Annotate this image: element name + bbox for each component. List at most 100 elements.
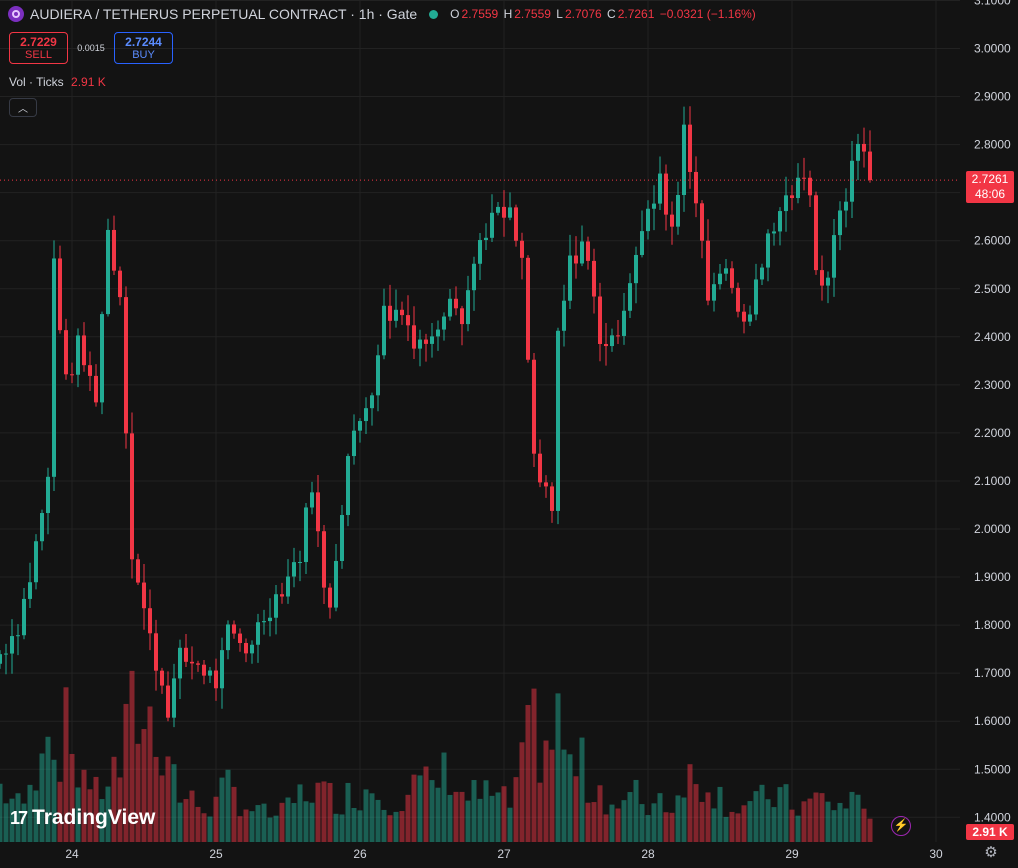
- candle: [844, 188, 848, 228]
- y-tick-label: 1.8000: [974, 618, 1011, 632]
- spread-value: 0.0015: [77, 43, 105, 53]
- candle: [310, 481, 314, 515]
- volume-bar: [303, 801, 309, 842]
- candle: [382, 288, 386, 360]
- candle: [292, 547, 296, 588]
- volume-bar: [249, 811, 255, 842]
- volume-bar: [711, 808, 717, 842]
- candle-body: [22, 598, 26, 636]
- candle-body: [388, 305, 392, 321]
- volume-bar: [207, 816, 213, 842]
- volume-bar: [531, 688, 537, 842]
- candle-body: [706, 240, 710, 301]
- candle-body: [718, 273, 722, 285]
- candle-body: [124, 297, 128, 434]
- candle-body: [310, 492, 314, 508]
- candle-body: [244, 643, 248, 654]
- volume-bar: [423, 766, 429, 842]
- sell-button[interactable]: 2.7229 SELL: [9, 32, 68, 64]
- candle-body: [298, 562, 302, 564]
- candle-body: [142, 582, 146, 609]
- candle-body: [472, 263, 476, 291]
- volume-bar: [861, 808, 867, 842]
- volume-bar: [447, 794, 453, 842]
- volume-bar: [219, 777, 225, 842]
- candle: [214, 658, 218, 701]
- tradingview-logo[interactable]: 17 TradingView: [10, 806, 155, 830]
- buy-button[interactable]: 2.7244 BUY: [114, 32, 173, 64]
- candle: [754, 263, 758, 321]
- x-tick-label: 30: [929, 847, 943, 861]
- x-tick-label: 25: [209, 847, 223, 861]
- volume-bar: [339, 814, 345, 842]
- candle-body: [544, 482, 548, 487]
- candle-body: [724, 268, 728, 274]
- volume-bar: [585, 802, 591, 842]
- volume-bar: [657, 793, 663, 842]
- candle-body: [52, 258, 56, 477]
- buy-label: BUY: [132, 49, 155, 61]
- candle-body: [826, 277, 830, 286]
- volume-bar: [813, 792, 819, 842]
- candle: [808, 170, 812, 207]
- volume-bar: [705, 792, 711, 842]
- candle-body: [364, 408, 368, 422]
- volume-bar: [291, 803, 297, 842]
- settings-icon[interactable]: ⚙: [984, 844, 998, 861]
- candle-body: [508, 207, 512, 218]
- volume-bar: [837, 802, 843, 842]
- volume-bar: [3, 803, 9, 842]
- candle: [466, 275, 470, 332]
- candle: [418, 329, 422, 367]
- candle-body: [190, 661, 194, 664]
- candle: [364, 397, 368, 434]
- collapse-legend-button[interactable]: ︿: [9, 98, 37, 117]
- candle-body: [496, 206, 500, 213]
- candle-body: [346, 456, 350, 516]
- volume-bar: [495, 792, 501, 842]
- candle: [826, 271, 830, 304]
- candle-body: [424, 339, 428, 344]
- candle-body: [10, 636, 14, 654]
- candle-body: [412, 325, 416, 349]
- y-tick-label: 1.5000: [974, 762, 1011, 776]
- candle-body: [664, 173, 668, 215]
- candle-body: [166, 685, 170, 718]
- candle: [322, 524, 326, 605]
- candle-body: [64, 330, 68, 375]
- high-value: 2.7559: [514, 7, 551, 21]
- candle-body: [232, 624, 236, 634]
- candle-body: [262, 621, 266, 623]
- volume-bar: [297, 784, 303, 842]
- volume-bar: [375, 799, 381, 842]
- volume-bar: [333, 813, 339, 842]
- candle: [442, 312, 446, 341]
- volume-bar: [843, 808, 849, 842]
- symbol-title[interactable]: AUDIERA / TETHERUS PERPETUAL CONTRACT · …: [30, 6, 418, 22]
- candle-body: [574, 255, 578, 264]
- volume-bar: [825, 801, 831, 842]
- volume-legend[interactable]: Vol · Ticks 2.91 K: [9, 75, 106, 89]
- volume-bar: [405, 794, 411, 842]
- volume-bar: [153, 756, 159, 842]
- candle: [238, 628, 242, 652]
- candle-body: [118, 270, 122, 298]
- symbol-icon[interactable]: [8, 6, 24, 22]
- chart-legend: AUDIERA / TETHERUS PERPETUAL CONTRACT · …: [8, 6, 758, 22]
- volume-bar: [393, 811, 399, 842]
- volume-bar: [63, 687, 69, 842]
- candle: [568, 234, 572, 309]
- candle-body: [628, 283, 632, 311]
- candle-body: [796, 177, 800, 199]
- y-tick-label: 2.8000: [974, 138, 1011, 152]
- volume-bar: [717, 786, 723, 842]
- candle: [514, 204, 518, 247]
- flash-icon[interactable]: ⚡: [891, 816, 911, 836]
- candle-body: [520, 240, 524, 258]
- candle-body: [148, 608, 152, 634]
- logo-text: TradingView: [32, 806, 156, 829]
- candle: [106, 218, 110, 317]
- candle-body: [436, 329, 440, 337]
- candle-body: [736, 287, 740, 312]
